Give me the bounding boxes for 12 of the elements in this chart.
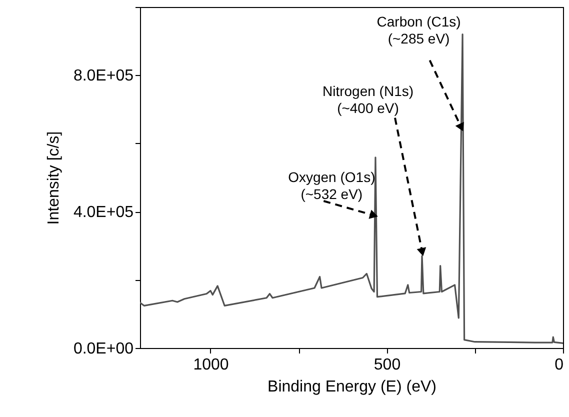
annotation: Carbon (C1s) (~285 eV) — [376, 13, 461, 46]
x-axis-title: Binding Energy (E) (eV) — [268, 378, 436, 396]
y-tick-label: 4.0E+05 — [73, 204, 134, 222]
x-tick-label: 0 — [554, 356, 564, 374]
y-tick-label: 0.0E+00 — [73, 340, 134, 358]
y-tick-label: 8.0E+05 — [73, 68, 134, 85]
x-tick-label: 500 — [374, 356, 401, 374]
x-tick-label: 1000 — [193, 356, 229, 374]
line-series — [140, 33, 563, 344]
y-axis-title: Intensity [c/s] — [45, 131, 62, 225]
annotation: Oxygen (O1s) (~532 eV) — [288, 169, 376, 202]
annotation: Nitrogen (N1s) (~400 eV) — [322, 82, 414, 116]
